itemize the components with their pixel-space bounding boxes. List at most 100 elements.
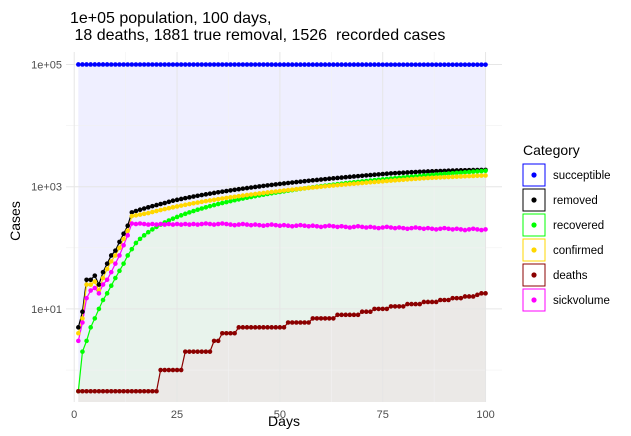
- point-removed: [158, 201, 163, 207]
- point-deaths: [150, 388, 155, 394]
- point-deaths: [392, 304, 398, 309]
- point-removed: [96, 282, 102, 287]
- point-sickvolume: [384, 224, 390, 230]
- point-succeptible: [108, 62, 114, 67]
- point-removed: [224, 188, 229, 194]
- point-deaths: [433, 299, 439, 305]
- point-recovered: [92, 316, 98, 321]
- point-recovered: [182, 211, 188, 217]
- point-recovered: [137, 236, 143, 242]
- point-confirmed: [339, 182, 344, 188]
- point-deaths: [84, 388, 89, 394]
- point-sickvolume: [462, 227, 468, 233]
- point-sickvolume: [285, 223, 291, 229]
- point-sickvolume: [199, 221, 205, 227]
- point-succeptible: [220, 62, 225, 67]
- point-removed: [88, 277, 93, 283]
- point-deaths: [207, 349, 213, 354]
- point-sickvolume: [158, 221, 163, 227]
- point-removed: [141, 206, 147, 211]
- point-sickvolume: [425, 225, 431, 231]
- point-sickvolume: [298, 222, 303, 228]
- point-sickvolume: [343, 224, 348, 230]
- point-sickvolume: [376, 225, 381, 231]
- y-tick-label: 1e+05: [31, 59, 62, 71]
- point-removed: [433, 168, 439, 174]
- point-recovered: [145, 229, 151, 235]
- point-sickvolume: [162, 222, 168, 227]
- point-confirmed: [289, 187, 295, 192]
- point-deaths: [483, 291, 488, 296]
- legend: Category succeptible removed recovered conf…: [522, 142, 611, 312]
- point-recovered: [470, 169, 476, 174]
- point-removed: [108, 253, 114, 258]
- point-confirmed: [326, 183, 332, 189]
- point-deaths: [405, 301, 410, 307]
- point-sickvolume: [318, 224, 324, 230]
- point-removed: [409, 169, 414, 175]
- point-confirmed: [133, 213, 139, 218]
- point-succeptible: [281, 62, 287, 67]
- point-removed: [232, 187, 237, 193]
- point-sickvolume: [88, 288, 93, 293]
- point-recovered: [438, 171, 443, 177]
- point-confirmed: [351, 181, 357, 186]
- point-removed: [104, 261, 110, 266]
- point-recovered: [166, 218, 172, 223]
- point-sickvolume: [409, 225, 414, 231]
- point-sickvolume: [433, 227, 439, 232]
- point-removed: [129, 210, 135, 215]
- point-deaths: [429, 299, 435, 305]
- point-deaths: [310, 316, 316, 321]
- point-confirmed: [409, 176, 414, 182]
- point-sickvolume: [220, 221, 225, 226]
- point-removed: [363, 173, 369, 178]
- point-sickvolume: [257, 222, 262, 228]
- point-sickvolume: [475, 227, 480, 232]
- point-succeptible: [232, 62, 237, 67]
- point-confirmed: [458, 174, 464, 179]
- point-sickvolume: [388, 225, 394, 230]
- point-removed: [178, 196, 184, 202]
- point-removed: [244, 185, 250, 191]
- point-sickvolume: [129, 221, 135, 226]
- point-succeptible: [310, 62, 316, 67]
- point-recovered: [462, 170, 468, 175]
- point-sickvolume: [224, 221, 229, 227]
- point-sickvolume: [339, 223, 344, 229]
- point-deaths: [240, 325, 246, 330]
- point-sickvolume: [310, 223, 316, 229]
- point-recovered: [125, 253, 130, 258]
- point-succeptible: [429, 62, 435, 67]
- point-removed: [261, 183, 266, 189]
- point-confirmed: [244, 192, 250, 198]
- x-tick-label: 50: [274, 409, 286, 421]
- point-confirmed: [228, 195, 233, 200]
- point-confirmed: [117, 245, 122, 251]
- point-sickvolume: [215, 221, 221, 227]
- point-confirmed: [141, 211, 147, 217]
- point-recovered: [174, 214, 180, 220]
- point-sickvolume: [133, 221, 139, 227]
- point-removed: [80, 309, 85, 315]
- point-sickvolume: [236, 222, 242, 227]
- point-deaths: [343, 312, 348, 318]
- point-confirmed: [368, 180, 373, 185]
- point-confirmed: [281, 188, 287, 193]
- point-deaths: [211, 338, 217, 344]
- point-removed: [425, 169, 431, 174]
- point-deaths: [462, 294, 468, 299]
- y-tick-label: 1e+01: [31, 304, 62, 316]
- point-removed: [100, 269, 106, 275]
- point-succeptible: [322, 62, 328, 67]
- point-deaths: [442, 297, 447, 303]
- point-sickvolume: [326, 223, 332, 229]
- point-deaths: [133, 388, 139, 394]
- point-confirmed: [199, 199, 205, 205]
- point-succeptible: [289, 62, 295, 67]
- point-succeptible: [129, 62, 135, 67]
- y-axis-label: Cases: [7, 201, 23, 241]
- point-confirmed: [170, 205, 176, 210]
- point-deaths: [326, 316, 332, 321]
